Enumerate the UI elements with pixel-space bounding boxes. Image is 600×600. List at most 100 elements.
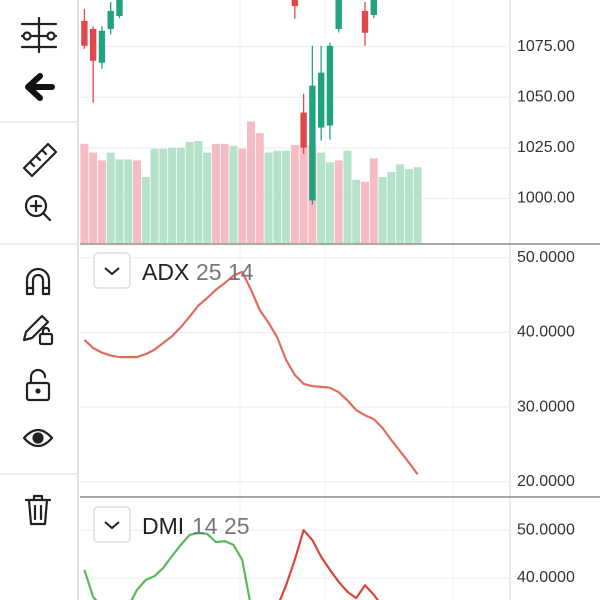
- zoom-button[interactable]: [24, 194, 48, 218]
- candle-body: [335, 0, 342, 29]
- volume-bar: [106, 152, 115, 243]
- volume-bar: [203, 152, 212, 243]
- draw-lock-button[interactable]: [38, 332, 54, 346]
- volume-bar: [352, 179, 361, 243]
- zoom-button[interactable]: [41, 211, 52, 222]
- volume-bar: [369, 158, 378, 243]
- visibility-button[interactable]: [32, 432, 44, 444]
- y-tick-label: 50.0000: [517, 249, 575, 266]
- visibility-button[interactable]: [22, 428, 54, 448]
- candles: [80, 0, 422, 243]
- indicator-line: [83, 270, 419, 475]
- y-tick-label: 1025.00: [517, 139, 575, 156]
- volume-bar: [273, 150, 282, 243]
- volume-bar: [238, 148, 247, 243]
- y-tick-label: 1050.00: [517, 88, 575, 105]
- delete-button[interactable]: [24, 494, 52, 526]
- volume-bar: [396, 164, 405, 243]
- indicator-line: [278, 529, 380, 600]
- candle-body: [116, 0, 123, 16]
- ruler-button[interactable]: [28, 148, 48, 168]
- volume-bar: [361, 181, 369, 243]
- y-tick-label: 30.0000: [517, 398, 575, 415]
- unlock-button[interactable]: [29, 368, 47, 385]
- volume-bar: [115, 159, 124, 243]
- candle-body: [300, 112, 307, 148]
- volume-bar: [404, 169, 413, 243]
- volume-bar: [133, 160, 141, 243]
- volume-bar: [378, 176, 387, 243]
- volume-bar: [124, 159, 133, 243]
- volume-bar: [343, 150, 352, 243]
- settings-button[interactable]: [46, 31, 56, 41]
- candle-body: [89, 28, 97, 61]
- candle-body: [309, 85, 316, 201]
- y-tick-label: 1100.00: [517, 0, 574, 4]
- candle-body: [370, 0, 377, 15]
- volume-bar: [176, 147, 185, 243]
- draw-lock-button[interactable]: [41, 326, 51, 336]
- adx-dropdown[interactable]: [104, 267, 120, 276]
- magnet-button[interactable]: [25, 267, 51, 296]
- volume-bar: [413, 167, 422, 243]
- volume-bar: [194, 140, 203, 243]
- candle-body: [326, 45, 334, 126]
- visibility-button[interactable]: [22, 428, 54, 448]
- volume-bar: [89, 152, 98, 243]
- volume-bar: [255, 133, 264, 243]
- unlock-button[interactable]: [25, 368, 51, 402]
- indicator-lines: [83, 529, 380, 600]
- draw-lock-button[interactable]: [22, 314, 54, 346]
- ruler-button[interactable]: [22, 142, 58, 178]
- back-button[interactable]: [25, 73, 55, 101]
- volume-bar: [150, 148, 159, 243]
- y-tick-label: 50.0000: [517, 521, 575, 538]
- volume-bar: [168, 147, 177, 243]
- volume-bar: [80, 143, 89, 243]
- volume-bar: [325, 162, 334, 243]
- settings-button[interactable]: [20, 16, 58, 54]
- y-tick-label: 20.0000: [517, 473, 575, 490]
- volume-bar: [247, 121, 255, 243]
- dmi-dropdown[interactable]: [93, 506, 131, 543]
- dmi-dropdown[interactable]: [93, 506, 131, 543]
- price-axis: 20.0000 30.0000 40.0000 50.0000: [80, 249, 575, 490]
- delete-button[interactable]: [24, 494, 52, 526]
- volume-bar: [229, 145, 238, 243]
- adx-dropdown[interactable]: [93, 252, 131, 289]
- unlock-button[interactable]: [35, 388, 41, 394]
- indicator-name: DMI: [142, 513, 184, 539]
- zoom-button[interactable]: [24, 194, 52, 222]
- volume-bar: [290, 144, 299, 243]
- volume-bar: [299, 144, 308, 243]
- volume-bar: [185, 141, 194, 243]
- candle-body: [81, 20, 88, 46]
- back-button[interactable]: [25, 73, 55, 101]
- candle-body: [361, 10, 369, 33]
- adx-dropdown[interactable]: [93, 252, 131, 289]
- price-axis: 40.0000 50.0000: [80, 521, 575, 586]
- magnet-button[interactable]: [25, 267, 51, 296]
- volume-bar: [317, 152, 326, 243]
- candle-body: [317, 72, 325, 128]
- candle-body: [107, 10, 114, 29]
- volume-bar: [97, 160, 106, 243]
- volume-bar: [141, 176, 150, 243]
- dmi-dropdown[interactable]: [104, 521, 120, 530]
- y-tick-label: 40.0000: [517, 569, 575, 586]
- unlock-button[interactable]: [25, 381, 51, 402]
- y-tick-label: 1075.00: [517, 38, 575, 55]
- volume-bar: [220, 143, 229, 243]
- indicator-name: ADX: [142, 259, 189, 285]
- ruler-button[interactable]: [22, 142, 58, 178]
- settings-button[interactable]: [22, 31, 32, 41]
- indicator-params: 14 25: [192, 513, 250, 539]
- volume-bar: [211, 143, 220, 243]
- y-tick-label: 40.0000: [517, 324, 575, 341]
- candle-body: [291, 0, 299, 7]
- volume-bar: [264, 152, 273, 243]
- draw-lock-button[interactable]: [22, 314, 50, 342]
